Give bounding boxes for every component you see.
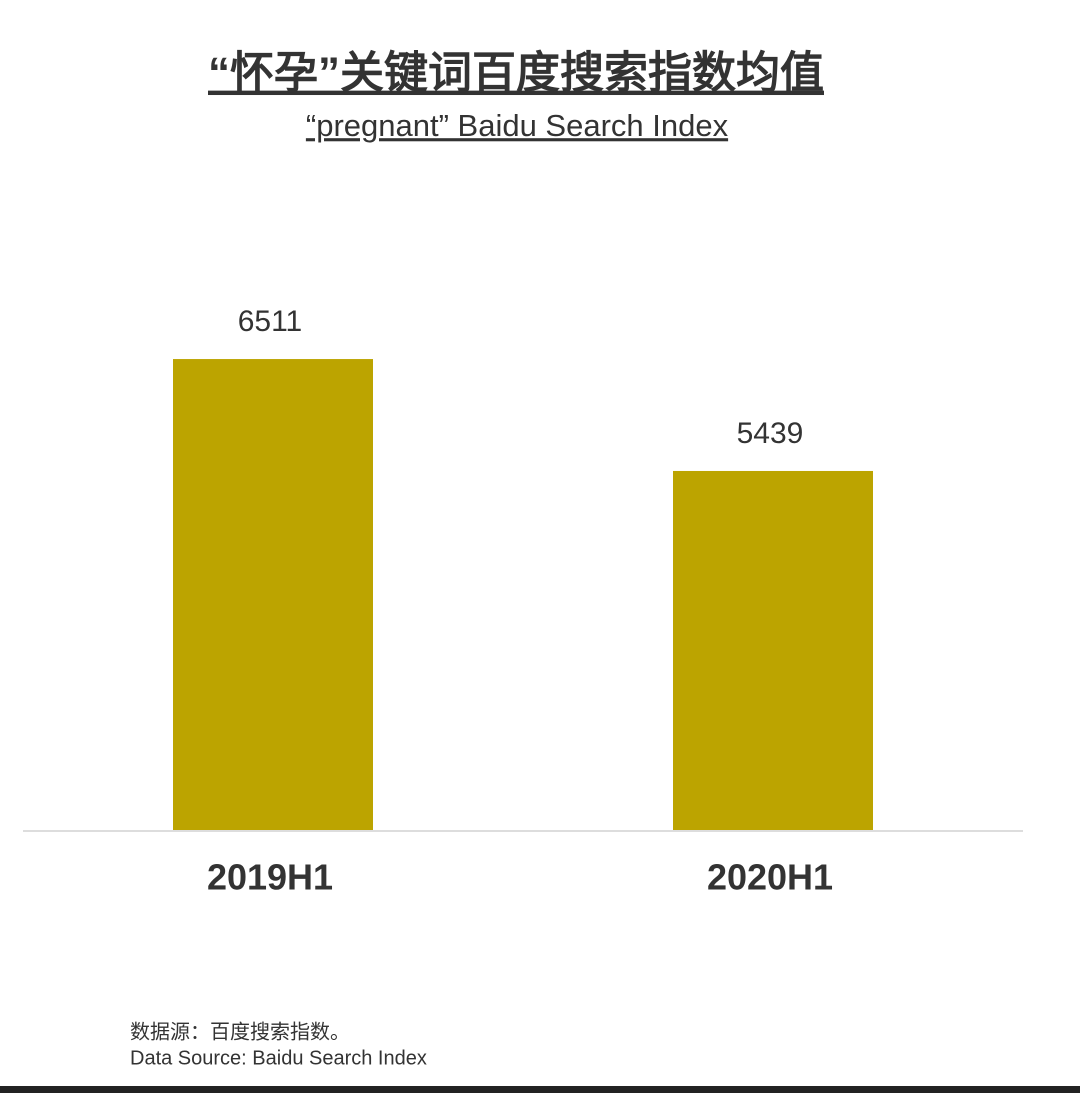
bottom-border: [0, 1086, 1080, 1093]
data-label: 6511: [238, 305, 303, 338]
x-tick-label: 2019H1: [207, 857, 333, 898]
chart-title: “怀孕”关键词百度搜索指数均值: [208, 49, 824, 98]
bar: [673, 470, 873, 830]
chart-subtitle: “pregnant” Baidu Search Index: [306, 108, 729, 143]
data-label: 5439: [737, 417, 804, 450]
x-tick-label: 2020H1: [707, 857, 833, 898]
source-note: Data Source: Baidu Search Index: [130, 1047, 427, 1069]
source-note: 数据源：百度搜索指数。: [130, 1020, 350, 1043]
bar: [173, 359, 373, 830]
